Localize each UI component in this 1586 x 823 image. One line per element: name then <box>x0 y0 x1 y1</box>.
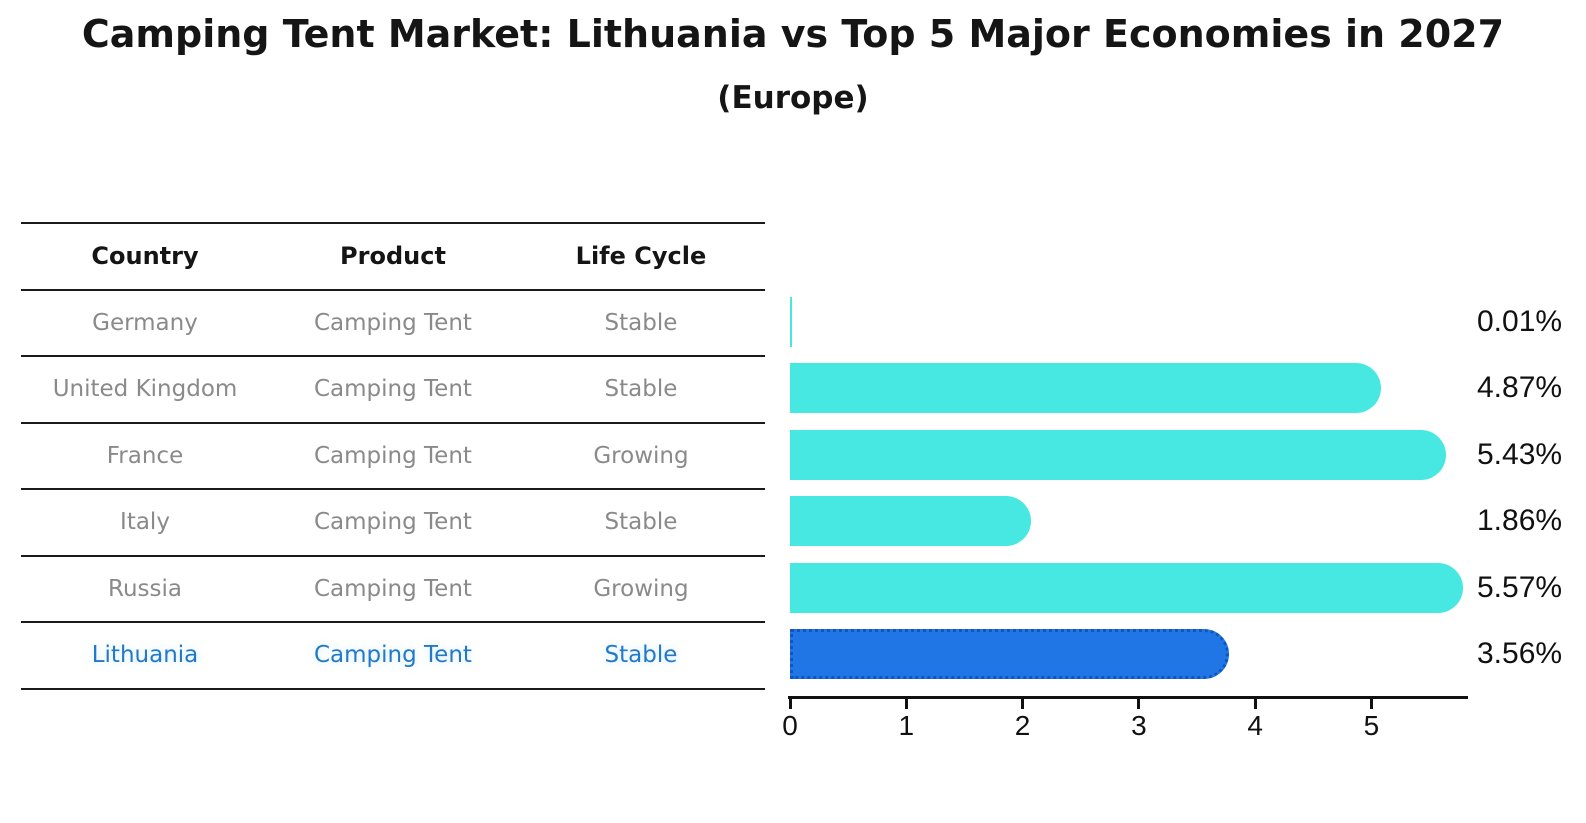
x-axis-tick-label: 3 <box>1131 710 1147 741</box>
table-body: Germany Camping Tent Stable United Kingdom C… <box>21 291 765 690</box>
table-cell-country: Russia <box>108 575 182 602</box>
table-cell-country: Italy <box>120 509 170 536</box>
table-cell-product: Camping Tent <box>314 376 472 403</box>
table-row: Germany Camping Tent Stable <box>21 291 765 357</box>
bar-russia <box>790 562 1463 613</box>
bar-value-label: 3.56% <box>1477 637 1563 671</box>
page-title: Camping Tent Market: Lithuania vs Top 5 … <box>81 12 1505 56</box>
bar-germany <box>790 296 792 347</box>
table-cell-country: United Kingdom <box>52 376 238 403</box>
bar-value-label: 5.57% <box>1477 570 1563 604</box>
bar-value-label: 4.87% <box>1477 371 1563 405</box>
table-cell-life-cycle: Stable <box>604 376 678 403</box>
table-row: Russia Camping Tent Growing <box>21 557 765 623</box>
x-axis-tick-label: 4 <box>1247 710 1263 741</box>
bar-value-label: 5.43% <box>1477 437 1563 471</box>
table-row: France Camping Tent Growing <box>21 424 765 490</box>
table-header-row: Country Product Life Cycle <box>21 224 765 291</box>
table-cell-product: Camping Tent <box>314 309 472 336</box>
bar-value-label: 1.86% <box>1477 504 1563 538</box>
table-cell-life-cycle: Stable <box>604 509 678 536</box>
x-axis-tick-label: 1 <box>898 710 915 741</box>
table-row: Italy Camping Tent Stable <box>21 490 765 557</box>
table-cell-life-cycle: Stable <box>604 642 678 669</box>
x-axis-tick <box>904 698 908 709</box>
x-axis-tick-label: 0 <box>782 710 798 741</box>
x-axis <box>788 695 1468 699</box>
x-axis-tick <box>1021 698 1025 709</box>
data-table: Country Product Life Cycle Germany Campin… <box>21 222 765 690</box>
table-cell-country: Germany <box>92 309 198 336</box>
x-axis-tick-label: 5 <box>1363 710 1380 741</box>
table-cell-country: Lithuania <box>91 642 199 669</box>
bar-value-label: 0.01% <box>1477 304 1563 338</box>
x-axis-tick <box>1253 698 1257 709</box>
table-cell-life-cycle: Growing <box>593 575 689 602</box>
bar-italy <box>790 496 1032 547</box>
bar-lithuania <box>790 629 1229 680</box>
x-axis-tick-label: 2 <box>1014 710 1031 741</box>
table-cell-product: Camping Tent <box>314 442 472 469</box>
table-row: Lithuania Camping Tent Stable <box>21 623 765 690</box>
page-subtitle: (Europe) <box>717 80 869 116</box>
table-cell-life-cycle: Stable <box>604 309 678 336</box>
bar-united-kingdom <box>790 363 1382 414</box>
table-cell-product: Camping Tent <box>314 509 472 536</box>
header-cell-life-cycle: Life Cycle <box>575 242 707 271</box>
table-cell-product: Camping Tent <box>314 575 472 602</box>
x-axis-tick <box>1137 698 1141 709</box>
header-cell-product: Product <box>340 242 446 271</box>
table-cell-product: Camping Tent <box>314 642 472 669</box>
x-axis-tick <box>788 698 792 709</box>
table-row: United Kingdom Camping Tent Stable <box>21 357 765 424</box>
header-cell-country: Country <box>91 242 199 271</box>
bar-france <box>790 429 1447 480</box>
x-axis-tick <box>1369 698 1373 709</box>
table-cell-country: France <box>106 442 184 469</box>
table-cell-life-cycle: Growing <box>593 442 689 469</box>
